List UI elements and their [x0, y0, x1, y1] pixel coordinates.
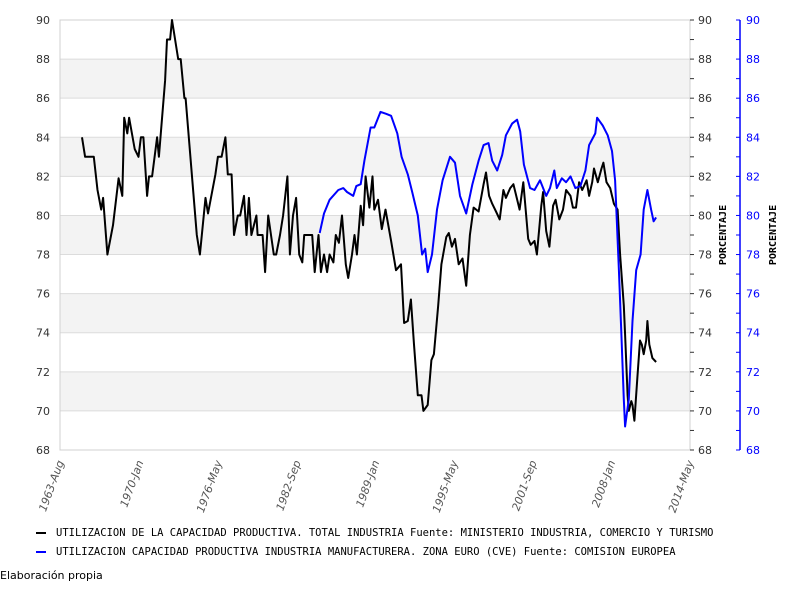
legend-item-total-industria: UTILIZACION DE LA CAPACIDAD PRODUCTIVA. …: [36, 527, 713, 539]
right2-y-tick-label: 88: [746, 53, 760, 66]
right2-y-tick-label: 74: [746, 327, 760, 340]
right2-y-tick-label: 80: [746, 209, 760, 222]
x-tick-label: 2001-Sep: [509, 459, 539, 513]
series-line-zona-euro: [318, 110, 657, 428]
right-axis-2-title: PORCENTAJE: [768, 205, 779, 265]
left-y-tick-label: 84: [36, 131, 50, 144]
right-y-tick-label: 84: [698, 131, 712, 144]
x-tick-label: 2008-Jan: [589, 459, 618, 509]
right-y-tick-label: 82: [698, 170, 712, 183]
x-tick-label: 1963-Aug: [36, 459, 67, 514]
right2-y-tick-label: 90: [746, 14, 760, 27]
right2-y-tick-label: 72: [746, 366, 760, 379]
line-chart: 68 68 68 70 70 70 72 72 72 74 74 74 76 76 76 78 78 78 80 80…: [36, 14, 779, 514]
left-y-tick-label: 70: [36, 405, 50, 418]
right-y-tick-label: 86: [698, 92, 712, 105]
grid-band: [60, 371, 690, 411]
x-tick-label: 2014-May: [666, 458, 697, 514]
grid-band: [60, 215, 690, 255]
x-tick-label: 1995-May: [430, 458, 461, 514]
left-y-tick-label: 88: [36, 53, 50, 66]
grid-band: [60, 59, 690, 99]
right2-y-tick-label: 76: [746, 288, 760, 301]
right-y-tick-label: 78: [698, 249, 712, 262]
legend-swatch: [36, 532, 46, 534]
right-y-tick-label: 88: [698, 53, 712, 66]
legend-swatch: [36, 551, 46, 553]
x-tick-label: 1976-May: [194, 458, 225, 514]
legend-label: UTILIZACION DE LA CAPACIDAD PRODUCTIVA. …: [56, 527, 714, 539]
legend-item-zona-euro: UTILIZACION CAPACIDAD PRODUCTIVA INDUSTR…: [36, 546, 676, 558]
left-y-tick-label: 78: [36, 249, 50, 262]
left-y-tick-label: 90: [36, 14, 50, 27]
right-y-tick-label: 70: [698, 405, 712, 418]
left-y-tick-label: 80: [36, 209, 50, 222]
left-y-tick-label: 86: [36, 92, 50, 105]
right-y-tick-label: 80: [698, 209, 712, 222]
grid-band: [60, 293, 690, 333]
left-y-tick-label: 82: [36, 170, 50, 183]
x-tick-label: 1970-Jan: [118, 459, 147, 509]
right-y-tick-label: 90: [698, 14, 712, 27]
left-y-tick-label: 74: [36, 327, 50, 340]
right-y-tick-label: 72: [698, 366, 712, 379]
right-axis-title: PORCENTAJE: [718, 205, 729, 265]
left-y-tick-label: 68: [36, 444, 50, 457]
right2-y-tick-label: 84: [746, 131, 760, 144]
right2-y-tick-label: 82: [746, 170, 760, 183]
footer-note: Elaboración propia: [0, 569, 103, 582]
right-y-tick-label: 74: [698, 327, 712, 340]
right2-y-tick-label: 86: [746, 92, 760, 105]
right2-y-tick-label: 68: [746, 444, 760, 457]
right2-y-tick-label: 78: [746, 249, 760, 262]
x-tick-label: 1989-Jan: [353, 459, 382, 509]
left-y-tick-label: 72: [36, 366, 50, 379]
right2-y-tick-label: 70: [746, 405, 760, 418]
left-y-tick-label: 76: [36, 288, 50, 301]
right-y-tick-label: 68: [698, 444, 712, 457]
legend-label: UTILIZACION CAPACIDAD PRODUCTIVA INDUSTR…: [56, 546, 676, 558]
x-tick-label: 1982-Sep: [274, 459, 304, 513]
right-y-tick-label: 76: [698, 288, 712, 301]
